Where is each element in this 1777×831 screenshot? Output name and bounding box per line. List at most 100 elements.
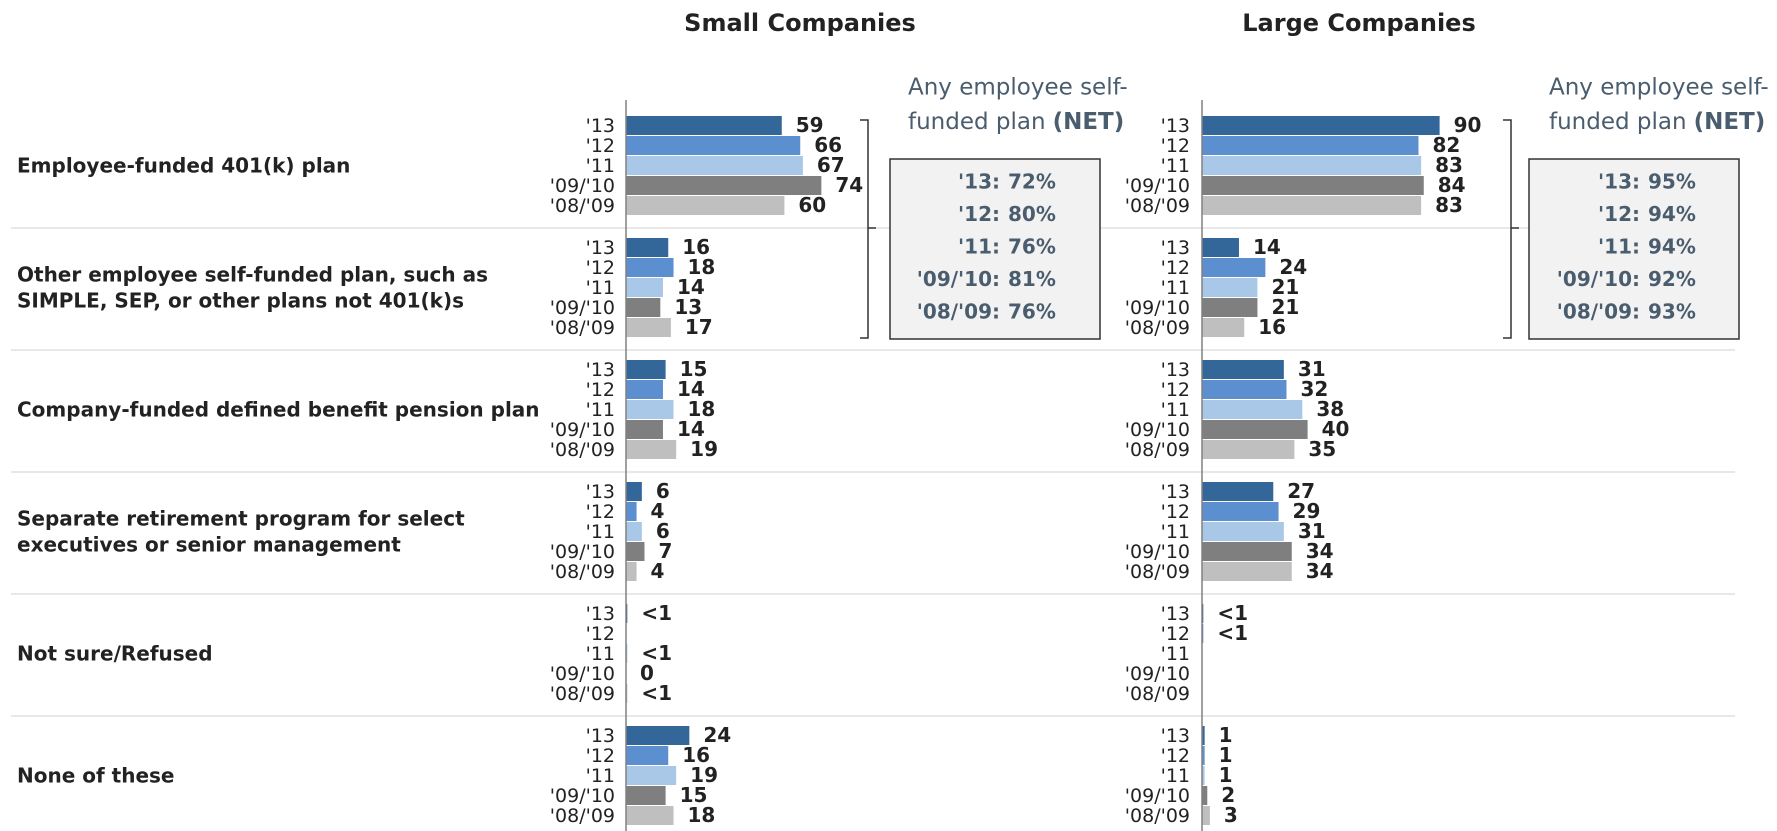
bar (1202, 238, 1239, 257)
year-label: '09/'10 (550, 541, 615, 563)
year-label: '08/'09 (1125, 683, 1190, 705)
year-label: '08/'09 (1125, 439, 1190, 461)
bar (1202, 420, 1308, 439)
bar (1202, 318, 1245, 337)
bar (1202, 116, 1440, 135)
value-label: 18 (688, 397, 716, 421)
bar (626, 278, 663, 297)
year-label: '12 (1161, 257, 1190, 279)
year-label: '13 (1161, 237, 1190, 259)
bar (626, 176, 822, 195)
value-label: 1 (1219, 723, 1233, 747)
year-label: '08/'09 (1125, 317, 1190, 339)
net-value: 76% (1008, 235, 1056, 259)
year-label: '09/'10 (550, 297, 615, 319)
year-label: '11 (1161, 765, 1190, 787)
chart-title: Small Companies (684, 9, 916, 37)
year-label: '13 (586, 237, 615, 259)
year-label: '12 (586, 379, 615, 401)
bar (1202, 360, 1284, 379)
year-label: '12 (586, 135, 615, 157)
value-label: 82 (1432, 133, 1460, 157)
year-label: '11 (586, 399, 615, 421)
year-label: '09/'10 (1125, 663, 1190, 685)
net-year: '09/'10: (1557, 267, 1640, 291)
bar (626, 502, 637, 521)
value-label: 18 (688, 803, 716, 827)
year-label: '08/'09 (1125, 561, 1190, 583)
net-value: 92% (1648, 267, 1696, 291)
year-label: '11 (1161, 399, 1190, 421)
bar (626, 420, 663, 439)
row-label: None of these (17, 764, 174, 788)
row-label: Not sure/Refused (17, 642, 213, 666)
value-label: 14 (1253, 235, 1281, 259)
net-year: '11: (958, 235, 1000, 259)
value-label: 2 (1221, 783, 1235, 807)
year-label: '12 (586, 501, 615, 523)
bar (626, 196, 785, 215)
row-label: Other employee self-funded plan, such as (17, 263, 488, 287)
value-label: 6 (656, 519, 670, 543)
value-label: 35 (1308, 437, 1336, 461)
row-label: Employee-funded 401(k) plan (17, 154, 350, 178)
year-label: '08/'09 (550, 683, 615, 705)
net-label: funded plan (NET) (1549, 109, 1765, 135)
year-label: '13 (586, 359, 615, 381)
bar (626, 562, 637, 581)
value-label: 34 (1306, 559, 1334, 583)
bar (1202, 176, 1424, 195)
value-label: 16 (1258, 315, 1286, 339)
value-label: <1 (1217, 601, 1248, 625)
bar (626, 726, 690, 745)
bar (626, 238, 669, 257)
year-label: '13 (586, 725, 615, 747)
year-label: '13 (586, 603, 615, 625)
net-year: '12: (958, 202, 1000, 226)
bar (1202, 440, 1295, 459)
value-label: 14 (677, 275, 705, 299)
value-label: <1 (641, 681, 672, 705)
bar (626, 258, 674, 277)
bar (1202, 542, 1292, 561)
net-value: 94% (1648, 235, 1696, 259)
bar (626, 522, 642, 541)
bar (1202, 806, 1210, 825)
value-label: 29 (1293, 499, 1321, 523)
year-label: '12 (1161, 135, 1190, 157)
value-label: 4 (651, 499, 665, 523)
year-label: '13 (586, 481, 615, 503)
year-label: '13 (1161, 115, 1190, 137)
value-label: <1 (641, 641, 672, 665)
net-year: '11: (1598, 235, 1640, 259)
net-label: funded plan (1549, 109, 1687, 135)
value-label: 3 (1224, 803, 1238, 827)
bar (626, 746, 669, 765)
value-label: 84 (1438, 173, 1466, 197)
net-label: funded plan (908, 109, 1046, 135)
bar (1202, 726, 1205, 745)
year-label: '11 (586, 765, 615, 787)
year-label: '13 (1161, 603, 1190, 625)
row-label: executives or senior management (17, 533, 401, 557)
year-label: '09/'10 (1125, 297, 1190, 319)
bar (626, 360, 666, 379)
value-label: 32 (1300, 377, 1328, 401)
value-label: <1 (1217, 621, 1248, 645)
value-label: 59 (796, 113, 824, 137)
value-label: 1 (1219, 743, 1233, 767)
bar (626, 542, 645, 561)
bar (626, 440, 677, 459)
value-label: 17 (685, 315, 713, 339)
year-label: '11 (586, 521, 615, 543)
year-label: '12 (1161, 745, 1190, 767)
value-label: 83 (1435, 193, 1463, 217)
value-label: 74 (835, 173, 863, 197)
value-label: 24 (1279, 255, 1307, 279)
value-label: 60 (798, 193, 826, 217)
year-label: '08/'09 (550, 439, 615, 461)
value-label: 34 (1306, 539, 1334, 563)
year-label: '11 (586, 155, 615, 177)
value-label: 19 (690, 763, 718, 787)
bar (626, 806, 674, 825)
